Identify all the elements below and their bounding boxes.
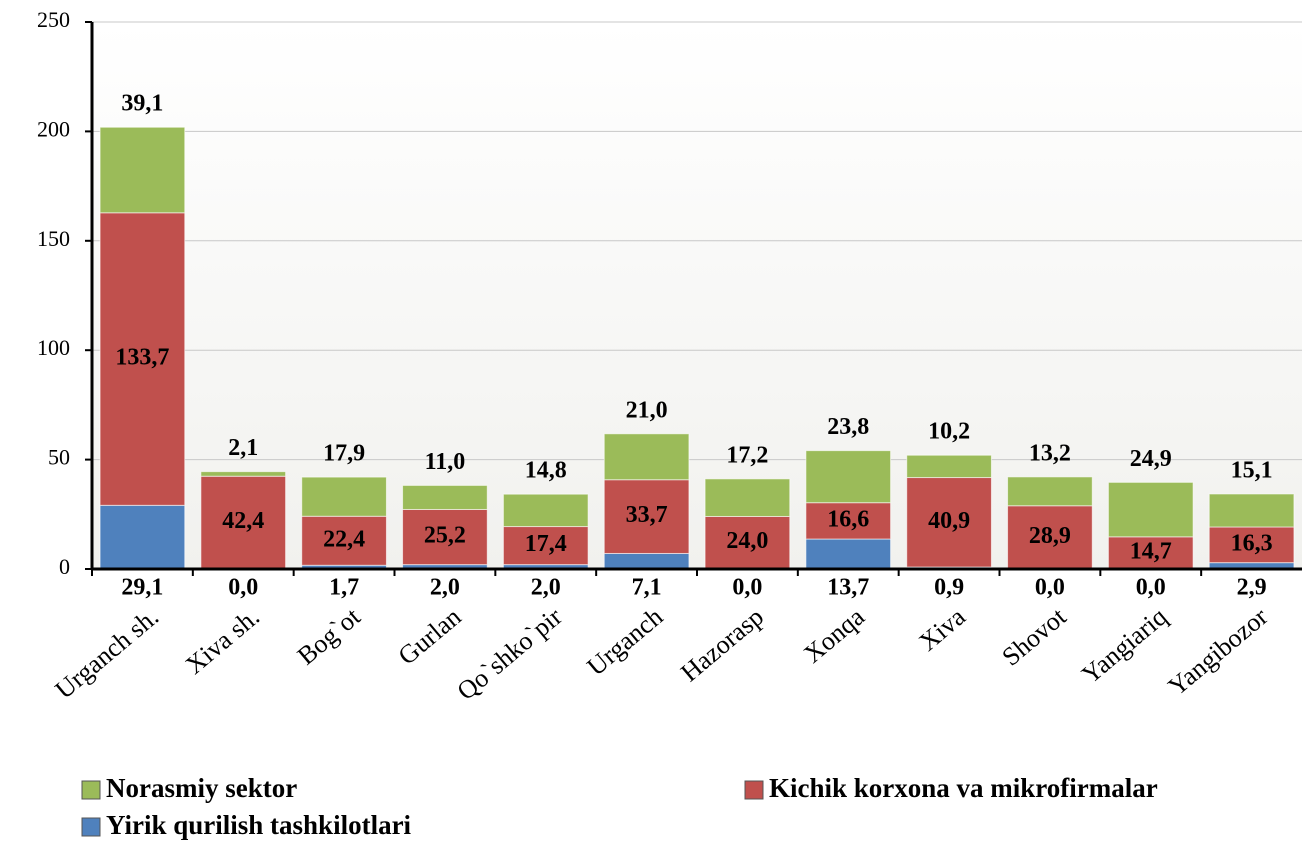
value-label: 21,0: [626, 397, 668, 423]
bar-segment: [1007, 476, 1093, 507]
legend-label: Yirik qurilish tashkilotlari: [106, 810, 412, 840]
value-label: 17,2: [726, 442, 768, 468]
value-label: 7,1: [632, 575, 662, 601]
bar-segment: [301, 476, 387, 517]
y-tick-label: 50: [48, 445, 70, 470]
value-label: 14,7: [1130, 538, 1172, 564]
legend-swatch: [81, 780, 101, 800]
value-label: 2,0: [430, 575, 460, 601]
x-tick-label: Gurlan: [393, 602, 467, 671]
value-label: 29,1: [121, 575, 163, 601]
x-tick-label: Hazorasp: [675, 602, 769, 687]
bar-segment: [200, 471, 287, 477]
legend-swatch: [81, 817, 101, 837]
value-label: 23,8: [827, 414, 869, 440]
value-label: 0,0: [1035, 575, 1065, 601]
value-label: 39,1: [121, 91, 163, 117]
value-label: 1,7: [329, 575, 359, 601]
value-label: 13,2: [1029, 440, 1071, 466]
value-label: 10,2: [928, 419, 970, 445]
x-tick-label: Qo`shko`pir: [451, 602, 567, 706]
legend-swatch: [744, 780, 764, 800]
bar-segment: [1208, 493, 1295, 528]
value-label: 28,9: [1029, 523, 1071, 549]
bar-segment: [805, 502, 892, 540]
bar-segment: [402, 484, 488, 510]
value-label: 24,9: [1130, 446, 1172, 472]
value-label: 11,0: [425, 449, 466, 475]
plot-background: [92, 22, 1302, 569]
bar-segment: [402, 508, 488, 566]
legend-label: Kichik korxona va mikrofirmalar: [769, 773, 1158, 803]
bar-segment: [99, 126, 186, 214]
value-label: 2,1: [228, 435, 258, 461]
value-label: 2,9: [1237, 575, 1267, 601]
bar-segment: [301, 515, 387, 566]
bar-segment: [1208, 526, 1295, 564]
y-tick-label: 100: [37, 335, 70, 360]
x-tick-label: Xonqa: [798, 602, 870, 669]
value-label: 15,1: [1231, 457, 1273, 483]
value-label: 40,9: [928, 508, 970, 534]
x-tick-label: Xiva sh.: [180, 602, 265, 680]
value-label: 17,4: [525, 531, 567, 557]
bar-segment: [805, 538, 892, 570]
value-label: 13,7: [827, 575, 869, 601]
bar-segment: [906, 454, 992, 479]
y-tick-label: 200: [37, 116, 70, 141]
value-label: 17,9: [323, 441, 365, 467]
value-label: 133,7: [115, 345, 169, 371]
value-label: 0,0: [1136, 575, 1166, 601]
y-tick-label: 0: [59, 554, 70, 579]
bar-segment: [1007, 505, 1093, 570]
legend-label: Norasmiy sektor: [106, 773, 297, 803]
bar-segment: [805, 450, 892, 504]
bar-segment: [704, 478, 791, 517]
x-tick-label: Urganch sh.: [50, 602, 165, 705]
value-label: 42,4: [222, 508, 264, 534]
x-tick-label: Yangiariq: [1076, 602, 1172, 689]
value-label: 24,0: [726, 528, 768, 554]
value-label: 22,4: [323, 526, 365, 552]
bar-segment: [1107, 481, 1194, 538]
bar-segment: [1107, 536, 1194, 570]
x-tick-label: Yangibozor: [1163, 602, 1274, 702]
bar-segment: [603, 552, 690, 570]
bar-segment: [99, 504, 186, 570]
value-label: 0,0: [732, 575, 762, 601]
y-tick-label: 150: [37, 226, 70, 251]
x-tick-label: Bog`ot: [292, 601, 367, 670]
value-label: 33,7: [626, 502, 668, 528]
bar-segment: [99, 212, 186, 506]
value-label: 0,0: [228, 575, 258, 601]
x-tick-label: Urganch: [581, 602, 668, 681]
x-tick-label: Shovot: [997, 601, 1073, 671]
y-tick-label: 250: [37, 7, 70, 32]
bar-segment: [603, 433, 690, 481]
x-tick-label: Xiva: [913, 602, 971, 657]
bar-segment: [502, 493, 589, 528]
value-label: 16,3: [1231, 530, 1273, 556]
value-label: 25,2: [424, 523, 466, 549]
value-label: 14,8: [525, 458, 567, 484]
value-label: 0,9: [934, 575, 964, 601]
value-label: 16,6: [827, 506, 869, 532]
value-label: 2,0: [531, 575, 561, 601]
